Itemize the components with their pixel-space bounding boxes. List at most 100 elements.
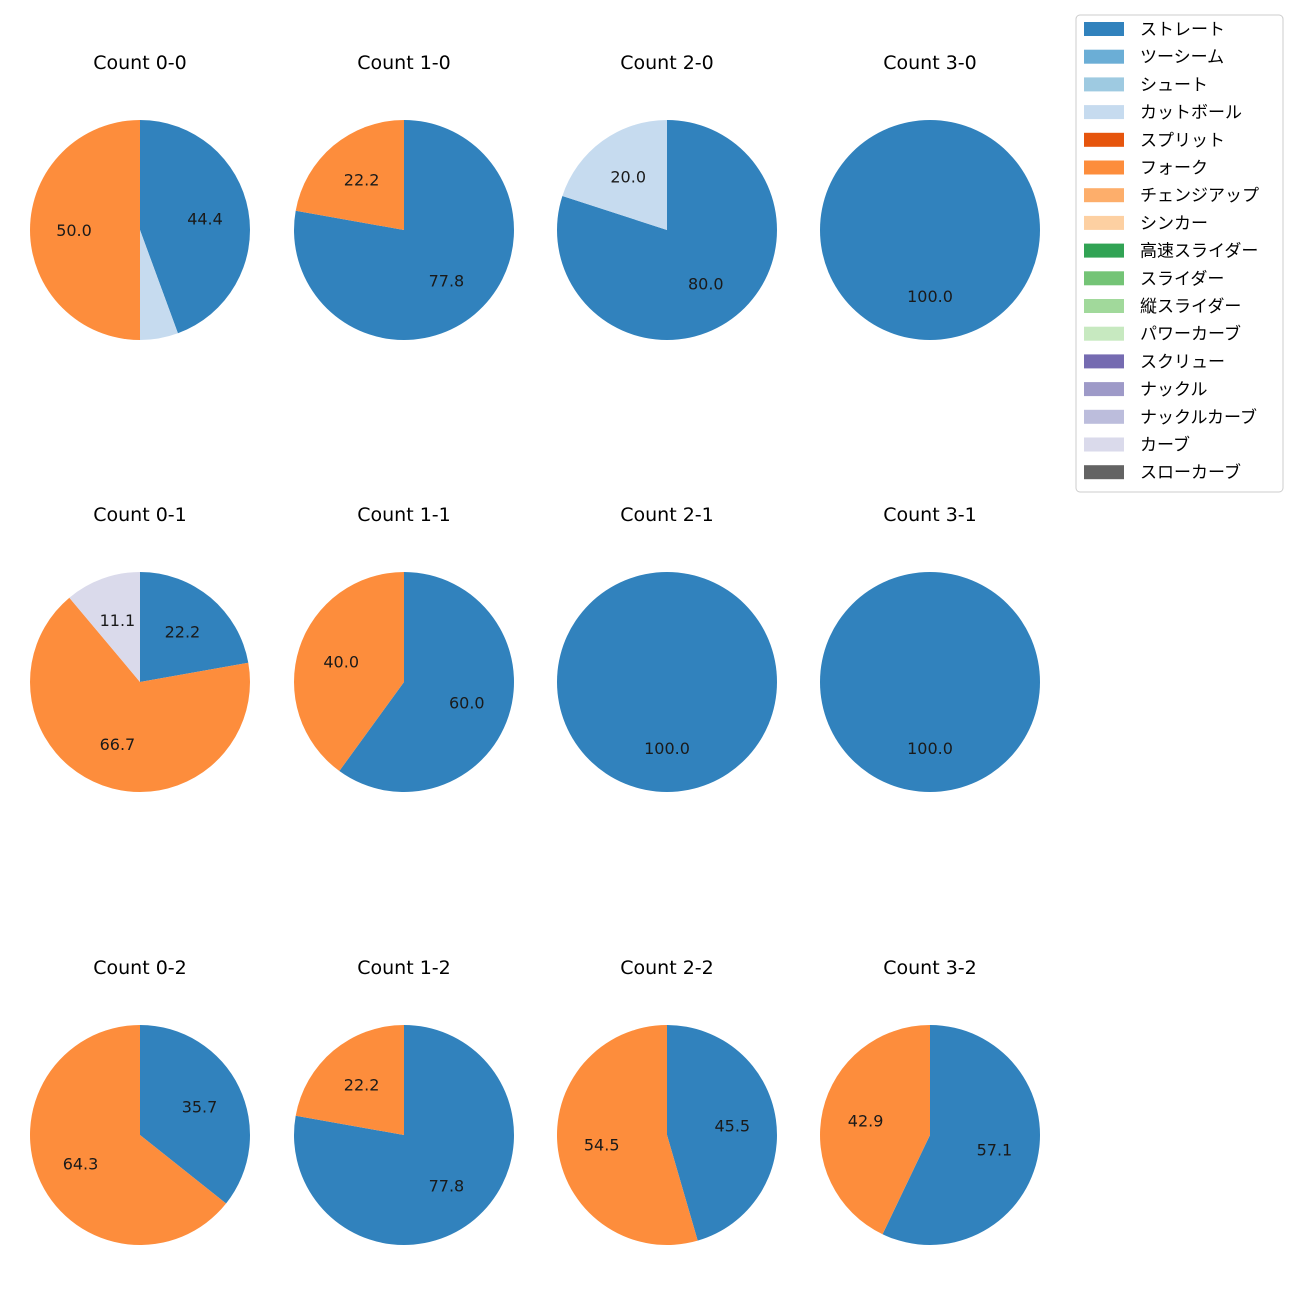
pie-slice xyxy=(556,120,777,340)
chart-title: Count 2-1 xyxy=(620,504,714,526)
legend-item: カットボール xyxy=(1084,103,1242,123)
pie-chart: Count 3-1 100.0 xyxy=(820,504,1040,792)
chart-title: Count 3-0 xyxy=(883,52,977,74)
legend-label: カーブ xyxy=(1140,435,1190,456)
legend-swatch xyxy=(1084,465,1124,480)
pie-slice xyxy=(339,572,514,792)
pie-chart: Count 1-0 77.8 22.2 xyxy=(294,52,515,340)
pie-slice xyxy=(820,120,1040,340)
legend-item: スライダー xyxy=(1084,269,1224,289)
slice-label: 45.5 xyxy=(714,1117,750,1136)
pie-slice xyxy=(294,120,515,340)
slice-label: 11.1 xyxy=(100,611,136,630)
legend-swatch xyxy=(1084,354,1124,369)
legend-swatch xyxy=(1084,215,1124,230)
pie-chart: Count 2-0 80.0 20.0 xyxy=(556,52,777,340)
legend-item: シュート xyxy=(1084,75,1208,95)
slice-label: 77.8 xyxy=(429,272,465,291)
pie-chart: Count 3-2 57.1 42.9 xyxy=(820,957,1041,1245)
chart-title: Count 2-0 xyxy=(620,52,714,74)
pie-chart: Count 3-0 100.0 xyxy=(820,52,1040,340)
legend-swatch xyxy=(1084,409,1124,424)
slice-label: 35.7 xyxy=(182,1097,218,1116)
chart-title: Count 1-0 xyxy=(357,52,451,74)
pie-slice xyxy=(295,1025,404,1135)
slice-label: 100.0 xyxy=(644,739,690,758)
legend-label: ナックル xyxy=(1140,380,1208,400)
slice-label: 20.0 xyxy=(610,168,646,187)
legend-swatch xyxy=(1084,49,1124,64)
pie-chart: Count 1-1 60.0 40.0 xyxy=(293,504,514,792)
slice-label: 100.0 xyxy=(907,287,953,306)
pie-slice xyxy=(29,1025,227,1245)
slice-label: 57.1 xyxy=(977,1141,1013,1160)
slice-label: 44.4 xyxy=(187,209,223,228)
legend-item: パワーカーブ xyxy=(1084,324,1241,345)
pie-chart: Count 2-1 100.0 xyxy=(557,504,777,792)
legend-label: スプリット xyxy=(1140,131,1225,151)
legend-item: シンカー xyxy=(1084,214,1208,234)
legend-label: スクリュー xyxy=(1140,352,1225,372)
legend-item: スクリュー xyxy=(1084,352,1225,372)
legend-swatch xyxy=(1084,271,1124,286)
slice-label: 50.0 xyxy=(56,221,92,240)
legend-item: カーブ xyxy=(1084,435,1190,456)
legend-label: ストレート xyxy=(1140,20,1225,40)
chart-title: Count 1-2 xyxy=(357,957,451,979)
legend-label: スライダー xyxy=(1140,269,1224,289)
pie-slice xyxy=(556,1025,698,1246)
legend-item: 高速スライダー xyxy=(1084,242,1258,262)
legend-item: フォーク xyxy=(1084,159,1208,179)
slice-label: 54.5 xyxy=(584,1135,620,1154)
pie-slice xyxy=(140,1025,250,1204)
legend-item: 縦スライダー xyxy=(1084,297,1241,317)
legend: ストレートツーシームシュートカットボールスプリットフォークチェンジアップシンカー… xyxy=(1075,14,1284,493)
legend-label: ツーシーム xyxy=(1140,48,1224,68)
pie-slice xyxy=(293,572,404,771)
legend-swatch xyxy=(1084,132,1124,147)
slice-label: 42.9 xyxy=(848,1111,884,1130)
legend-swatch xyxy=(1084,299,1124,313)
pie-chart: Count 1-2 77.8 22.2 xyxy=(294,957,515,1245)
chart-title: Count 2-2 xyxy=(620,957,714,979)
pie-slice xyxy=(69,572,140,682)
pie-slice xyxy=(30,120,140,340)
legend-item: ナックルカーブ xyxy=(1084,407,1257,428)
legend-item: スプリット xyxy=(1084,131,1225,151)
legend-swatch xyxy=(1084,382,1124,397)
slice-label: 77.8 xyxy=(429,1177,465,1196)
pie-chart: Count 0-0 44.4 50.0 xyxy=(30,52,250,340)
chart-title: Count 0-2 xyxy=(93,957,187,979)
legend-swatch xyxy=(1084,160,1124,175)
pie-slice xyxy=(820,1025,930,1235)
pie-slice xyxy=(294,1025,515,1245)
pie-slice xyxy=(140,572,249,682)
legend-label: シンカー xyxy=(1140,214,1208,234)
legend-swatch xyxy=(1084,77,1124,92)
slice-label: 22.2 xyxy=(344,1075,380,1094)
legend-label: フォーク xyxy=(1140,159,1208,179)
chart-title: Count 3-2 xyxy=(883,957,977,979)
chart-title: Count 1-1 xyxy=(357,504,451,526)
slice-label: 22.2 xyxy=(344,170,380,189)
slice-label: 40.0 xyxy=(323,653,359,672)
pie-slice xyxy=(667,1025,777,1241)
legend-swatch xyxy=(1084,326,1124,341)
slice-label: 22.2 xyxy=(165,622,201,641)
chart-title: Count 0-1 xyxy=(93,504,187,526)
pie-slice xyxy=(140,120,250,334)
chart-title: Count 0-0 xyxy=(93,52,187,74)
legend-label: スローカーブ xyxy=(1140,462,1241,483)
legend-item: ツーシーム xyxy=(1084,48,1224,68)
slice-label: 60.0 xyxy=(449,693,485,712)
legend-swatch xyxy=(1084,243,1124,258)
legend-item: ストレート xyxy=(1084,20,1225,40)
legend-label: 高速スライダー xyxy=(1140,242,1258,262)
slice-label: 80.0 xyxy=(688,274,724,293)
pie-slice xyxy=(820,572,1040,792)
pie-slice xyxy=(29,597,250,793)
slice-label: 100.0 xyxy=(907,739,953,758)
pie-slice xyxy=(882,1025,1041,1245)
